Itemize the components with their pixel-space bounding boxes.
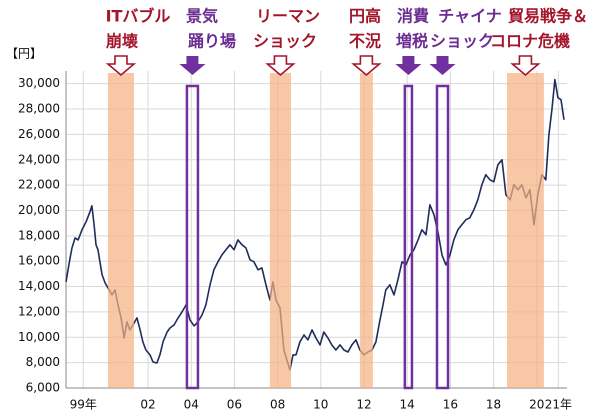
event-label: ショック <box>430 32 494 51</box>
event-shade <box>269 73 292 388</box>
y-unit: 【円】 <box>6 47 42 61</box>
event-label: コロナ危機 <box>490 32 570 51</box>
event-arrow <box>105 55 137 77</box>
x-tick-label: 16 <box>443 398 458 412</box>
event-label: ITバブル <box>106 7 171 26</box>
event-shade <box>506 73 544 388</box>
y-tick-label: 6,000 <box>26 381 60 395</box>
y-tick-label: 10,000 <box>18 330 60 344</box>
event-arrow <box>351 55 382 77</box>
event-shade <box>107 73 135 388</box>
event-box <box>185 84 200 390</box>
x-tick-label: 18 <box>486 398 501 412</box>
x-tick-label: 21年 <box>545 398 572 412</box>
x-tick-label: 04 <box>184 398 199 412</box>
x-tick-label: 99年 <box>70 398 97 412</box>
event-label: 景気 <box>186 7 218 26</box>
event-label: 貿易戦争＆ <box>508 7 588 26</box>
y-tick-label: 28,000 <box>18 102 60 116</box>
y-tick-label: 8,000 <box>26 355 60 369</box>
event-box <box>403 84 414 390</box>
event-shade <box>359 73 373 388</box>
x-tick-label: 02 <box>140 398 155 412</box>
x-tick-label: 08 <box>270 398 285 412</box>
event-label: 不況 <box>349 32 381 51</box>
y-tick-label: 30,000 <box>18 76 60 90</box>
y-tick-label: 26,000 <box>18 127 60 141</box>
event-label: 崩壊 <box>106 32 139 51</box>
event-label: リーマン <box>256 7 320 26</box>
x-tick-label: 06 <box>227 398 242 412</box>
event-arrow <box>179 56 206 75</box>
event-label: 踊り場 <box>188 32 236 51</box>
event-box <box>435 84 450 390</box>
y-tick-label: 16,000 <box>18 254 60 268</box>
x-tick-label: 14 <box>400 398 415 412</box>
event-label: 円高 <box>349 7 381 26</box>
event-label: 増税 <box>396 32 428 51</box>
event-label: ショック <box>253 32 317 51</box>
event-arrow <box>429 56 456 75</box>
x-tick-label: 20 <box>529 398 544 412</box>
y-tick-label: 14,000 <box>18 279 60 293</box>
event-label: 消費 <box>397 7 429 26</box>
x-tick-label: 10 <box>313 398 328 412</box>
y-tick-label: 22,000 <box>18 178 60 192</box>
event-arrow <box>510 55 541 77</box>
y-tick-label: 24,000 <box>18 152 60 166</box>
y-tick-label: 18,000 <box>18 228 60 242</box>
y-tick-label: 12,000 <box>18 304 60 318</box>
event-arrow <box>395 56 422 75</box>
y-tick-label: 20,000 <box>18 203 60 217</box>
price-line <box>65 78 565 371</box>
event-label: チャイナ <box>438 7 502 26</box>
event-arrow <box>265 55 296 77</box>
x-tick-label: 12 <box>356 398 371 412</box>
